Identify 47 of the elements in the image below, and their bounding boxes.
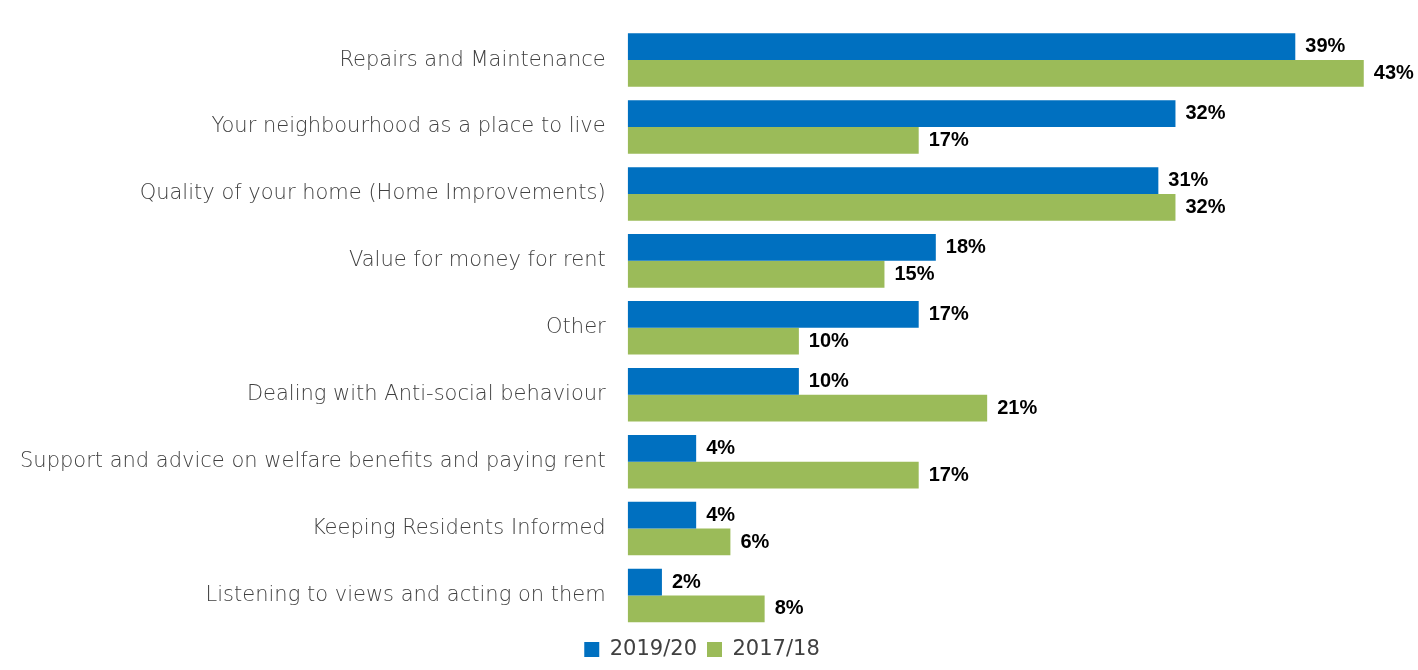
bar	[627, 394, 988, 422]
y-tick-label: Your neighbourhood as a place to live	[211, 113, 606, 138]
bar	[627, 127, 919, 154]
data-label: 17%	[928, 462, 969, 485]
bar	[627, 100, 1176, 127]
data-label: 43%	[1373, 60, 1415, 83]
bar	[627, 528, 731, 556]
legend-label: 2019/20	[609, 635, 698, 660]
data-label: 15%	[894, 261, 935, 284]
bar	[627, 193, 1176, 221]
data-label: 39%	[1305, 34, 1346, 57]
bar	[627, 501, 697, 529]
data-label: 2%	[671, 569, 702, 592]
y-tick-label: Listening to views and acting on them	[205, 581, 606, 606]
bar	[627, 461, 919, 489]
data-label: 17%	[928, 127, 969, 150]
data-label: 18%	[945, 235, 987, 257]
data-label: 8%	[774, 596, 804, 619]
data-label: 6%	[740, 529, 770, 552]
legend-label: 2017/18	[732, 635, 820, 660]
data-label: 21%	[997, 395, 1038, 418]
data-label: 10%	[808, 328, 850, 351]
bar	[627, 367, 799, 395]
y-tick-label: Quality of your home (Home Improvements)	[139, 180, 606, 205]
y-tick-label: Value for money for rent	[348, 247, 606, 272]
y-tick-label: Keeping Residents Informed	[311, 515, 606, 540]
y-tick-label: Dealing with Anti-social behaviour	[246, 381, 607, 406]
bar	[627, 234, 936, 261]
bar	[627, 568, 662, 596]
bar	[627, 167, 1159, 194]
bar	[627, 33, 1296, 61]
y-tick-label: Support and advice on welfare benefits and paying rent	[19, 448, 606, 473]
data-label: 4%	[706, 502, 736, 525]
data-label: 32%	[1185, 194, 1226, 217]
bar	[627, 301, 919, 328]
bar	[627, 260, 885, 288]
data-label: 4%	[706, 435, 736, 458]
data-label: 17%	[928, 301, 969, 324]
bar	[627, 595, 765, 623]
data-label: 31%	[1168, 168, 1209, 191]
bar	[627, 327, 799, 355]
data-label: 32%	[1185, 101, 1226, 124]
y-tick-label: Other	[546, 314, 607, 339]
y-tick-label: Repairs and Maintenance	[339, 46, 606, 71]
bar	[627, 434, 697, 462]
bar	[627, 60, 1364, 87]
data-label: 10%	[808, 368, 850, 391]
